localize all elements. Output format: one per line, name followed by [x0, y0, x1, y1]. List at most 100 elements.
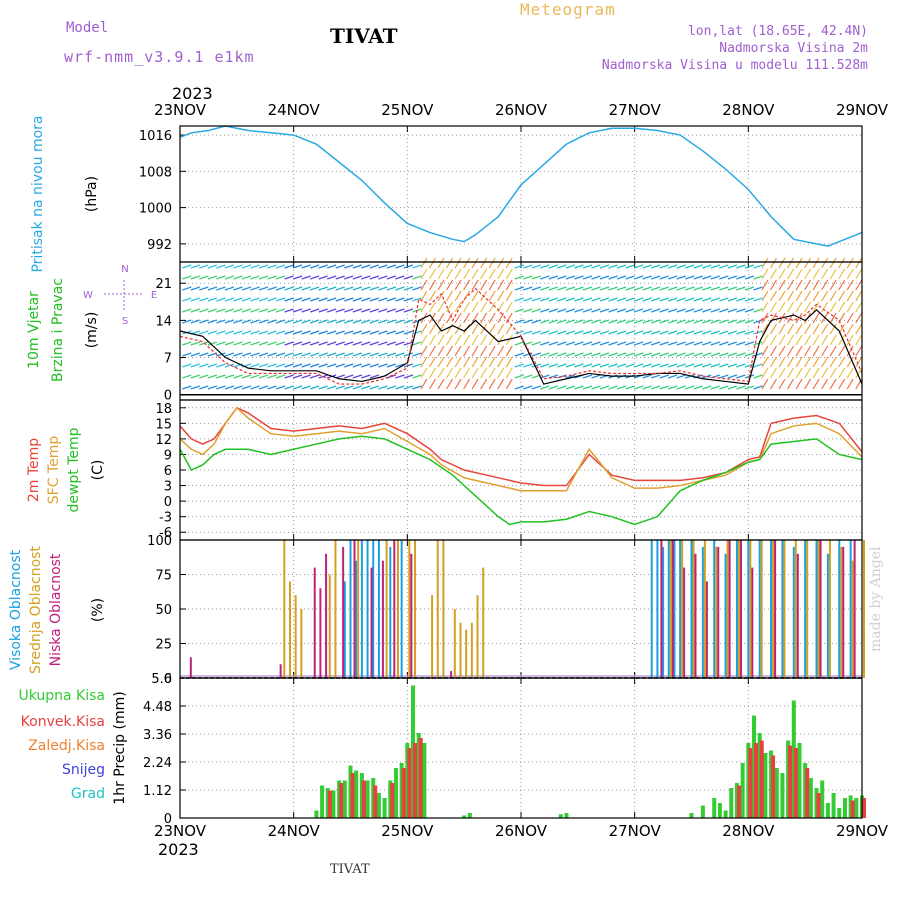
- wind-barb: [531, 275, 541, 280]
- wind-barb: [557, 341, 567, 346]
- y-tick-label: 15: [155, 417, 172, 432]
- wind-barb: [744, 286, 755, 291]
- y-tick-label: 3: [164, 480, 172, 495]
- wind-barb: [352, 374, 362, 379]
- wind-barb: [327, 330, 337, 335]
- wind-barb: [838, 290, 846, 302]
- wind-barb: [668, 374, 678, 379]
- wind-barb: [693, 308, 703, 313]
- wind-barb: [488, 268, 496, 280]
- wind-barb: [224, 330, 235, 335]
- wind-barb: [182, 341, 192, 346]
- wind-barb: [437, 279, 445, 291]
- wind-barb: [318, 330, 328, 335]
- wind-barb: [335, 385, 345, 390]
- wind-barb: [480, 345, 488, 357]
- cloud-bar: [838, 540, 841, 678]
- wind-barb: [565, 275, 576, 280]
- wind-barb: [361, 352, 371, 357]
- precip-bar: [816, 793, 821, 818]
- wind-barb: [344, 308, 354, 313]
- wind-barb: [633, 330, 644, 335]
- precip-bar: [717, 803, 722, 818]
- wind-barb: [182, 264, 192, 269]
- wind-barb: [719, 352, 729, 357]
- wind-barb: [812, 290, 820, 302]
- wind-barb: [207, 297, 218, 302]
- wind-barb: [625, 286, 635, 291]
- wind-barb: [207, 319, 218, 324]
- wind-barb: [437, 367, 445, 379]
- wind-barb: [233, 385, 243, 390]
- wind-barb: [650, 319, 661, 324]
- wind-barb: [437, 334, 445, 346]
- wind-barb: [488, 290, 496, 302]
- wind-barb: [804, 301, 812, 313]
- cloud-bar: [851, 560, 854, 678]
- cloud-bar: [724, 553, 727, 678]
- cloud-bar: [694, 553, 697, 678]
- y-tick-label: 1016: [139, 129, 172, 144]
- wind-barb: [633, 308, 644, 313]
- wind-barb: [318, 286, 328, 291]
- wind-barb: [182, 385, 192, 390]
- wind-barb: [412, 341, 422, 346]
- wind-barb: [250, 352, 260, 357]
- wind-barb: [386, 297, 397, 302]
- wind-barb: [582, 385, 593, 390]
- wind-barb: [463, 301, 471, 313]
- wind-barb: [685, 308, 695, 313]
- wind-barb: [829, 301, 837, 313]
- wind-barb: [616, 264, 627, 269]
- wind-barb: [437, 378, 445, 390]
- wind-barb: [727, 330, 738, 335]
- wind-barb: [301, 275, 311, 280]
- compass-east: E: [151, 290, 157, 301]
- wind-barb: [557, 363, 567, 368]
- wind-barb: [301, 330, 311, 335]
- cloud-bar: [749, 540, 752, 678]
- wind-barb: [727, 352, 738, 357]
- wind-barb: [488, 367, 496, 379]
- wind-barb: [352, 286, 362, 291]
- wind-barb: [846, 279, 854, 291]
- wind-barb: [659, 352, 669, 357]
- wind-barb: [327, 286, 337, 291]
- temp-axis-label-2m: 2m Temp: [26, 438, 42, 502]
- y-tick-label: 3.36: [143, 728, 172, 743]
- wind-barb: [327, 275, 337, 280]
- cloud-axis-label-low: Niska Oblacnost: [48, 553, 64, 666]
- wind-barb: [591, 341, 601, 346]
- wind-barb: [454, 312, 462, 324]
- wind-barb: [309, 297, 320, 302]
- wind-barb: [190, 264, 200, 269]
- x-tick-label-top: 28NOV: [722, 101, 775, 119]
- precip-bar: [771, 755, 776, 818]
- wind-barb: [829, 367, 837, 379]
- pressure-unit-label: (hPa): [84, 176, 100, 212]
- wind-barb: [275, 297, 286, 302]
- wind-barb: [292, 385, 303, 390]
- wind-barb: [855, 301, 863, 313]
- cloud-bar: [366, 540, 369, 678]
- wind-barb: [344, 319, 354, 324]
- wind-barb: [190, 363, 200, 368]
- wind-barb: [727, 363, 738, 368]
- wind-barb: [565, 385, 576, 390]
- precip-legend-item: Ukupna Kisa: [18, 688, 105, 704]
- precip-bar: [805, 768, 810, 818]
- wind-barb: [284, 286, 294, 291]
- wind-barb: [778, 334, 786, 346]
- wind-barb: [591, 275, 601, 280]
- wind-barb: [642, 319, 652, 324]
- wind-barb: [599, 264, 610, 269]
- cloud-bar: [792, 546, 795, 678]
- wind-barb: [224, 308, 235, 313]
- wind-barb: [412, 275, 422, 280]
- wind-barb: [352, 319, 362, 324]
- wind-barb: [446, 301, 454, 313]
- wind-barb: [454, 356, 462, 368]
- wind-barb: [642, 264, 652, 269]
- wind-barb: [480, 334, 488, 346]
- wind-barb: [420, 301, 428, 313]
